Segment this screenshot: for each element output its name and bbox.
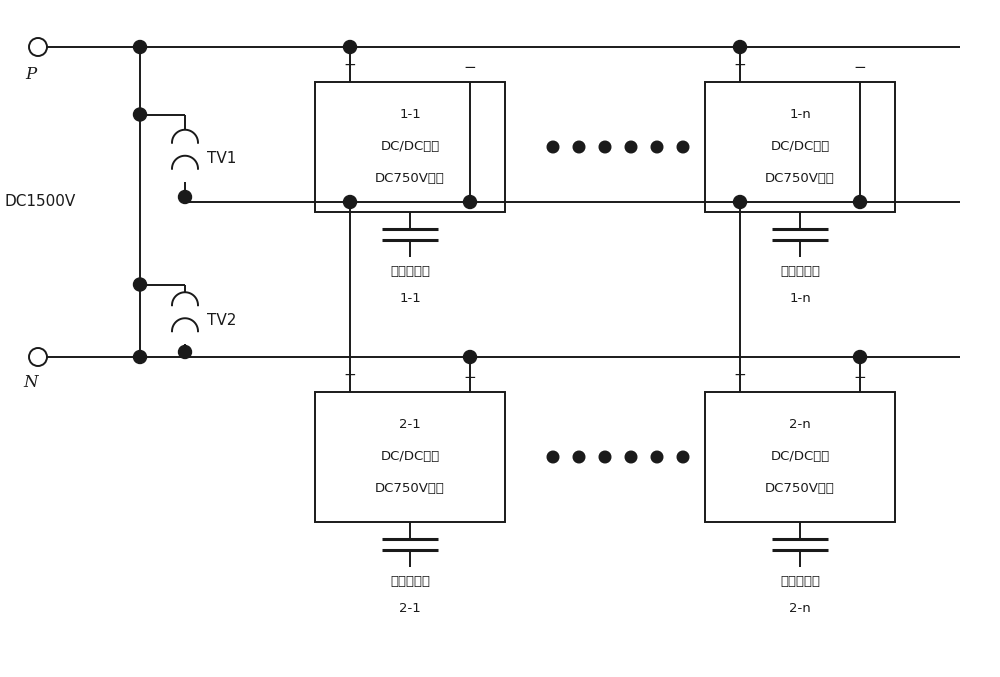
Circle shape bbox=[734, 41, 746, 53]
Circle shape bbox=[573, 141, 585, 153]
Text: P: P bbox=[25, 66, 37, 83]
Text: TV2: TV2 bbox=[207, 313, 236, 328]
Circle shape bbox=[134, 108, 146, 121]
Text: 2-1: 2-1 bbox=[399, 602, 421, 615]
Bar bbox=[315, 82, 505, 212]
Text: DC750V双向: DC750V双向 bbox=[765, 483, 835, 496]
Text: DC750V双向: DC750V双向 bbox=[765, 173, 835, 185]
Circle shape bbox=[854, 196, 866, 209]
Circle shape bbox=[599, 141, 611, 153]
Text: 超级电容组: 超级电容组 bbox=[390, 265, 430, 278]
Text: DC750V双向: DC750V双向 bbox=[375, 173, 445, 185]
Text: 超级电容组: 超级电容组 bbox=[780, 265, 820, 278]
Text: −: − bbox=[854, 370, 866, 385]
Bar bbox=[705, 392, 895, 522]
Circle shape bbox=[464, 351, 477, 364]
Circle shape bbox=[677, 451, 689, 463]
Circle shape bbox=[547, 451, 559, 463]
Text: +: + bbox=[734, 58, 746, 73]
Text: 2-1: 2-1 bbox=[399, 418, 421, 431]
Circle shape bbox=[599, 451, 611, 463]
Text: +: + bbox=[344, 368, 356, 383]
Text: DC/DC模块: DC/DC模块 bbox=[770, 141, 830, 154]
Circle shape bbox=[464, 196, 477, 209]
Text: 超级电容组: 超级电容组 bbox=[780, 575, 820, 588]
Text: DC/DC模块: DC/DC模块 bbox=[380, 141, 440, 154]
Text: −: − bbox=[854, 60, 866, 75]
Text: 1-n: 1-n bbox=[789, 108, 811, 121]
Text: −: − bbox=[464, 60, 476, 75]
Circle shape bbox=[344, 41, 356, 53]
Text: DC/DC模块: DC/DC模块 bbox=[380, 450, 440, 464]
Circle shape bbox=[178, 345, 192, 359]
Circle shape bbox=[134, 351, 146, 364]
Text: DC/DC模块: DC/DC模块 bbox=[770, 450, 830, 464]
Text: DC750V双向: DC750V双向 bbox=[375, 483, 445, 496]
Circle shape bbox=[134, 41, 146, 53]
Circle shape bbox=[29, 348, 47, 366]
Bar bbox=[705, 82, 895, 212]
Circle shape bbox=[625, 141, 637, 153]
Circle shape bbox=[651, 141, 663, 153]
Circle shape bbox=[854, 351, 866, 364]
Circle shape bbox=[547, 141, 559, 153]
Circle shape bbox=[344, 196, 356, 209]
Bar bbox=[315, 392, 505, 522]
Circle shape bbox=[573, 451, 585, 463]
Circle shape bbox=[134, 278, 146, 291]
Text: TV1: TV1 bbox=[207, 151, 236, 166]
Circle shape bbox=[677, 141, 689, 153]
Text: 2-n: 2-n bbox=[789, 602, 811, 615]
Text: 1-1: 1-1 bbox=[399, 108, 421, 121]
Circle shape bbox=[734, 196, 746, 209]
Text: +: + bbox=[734, 368, 746, 383]
Text: 2-n: 2-n bbox=[789, 418, 811, 431]
Text: 1-n: 1-n bbox=[789, 292, 811, 305]
Circle shape bbox=[29, 38, 47, 56]
Text: +: + bbox=[344, 58, 356, 73]
Circle shape bbox=[625, 451, 637, 463]
Text: 超级电容组: 超级电容组 bbox=[390, 575, 430, 588]
Text: N: N bbox=[24, 374, 38, 391]
Text: 1-1: 1-1 bbox=[399, 292, 421, 305]
Circle shape bbox=[651, 451, 663, 463]
Text: −: − bbox=[464, 370, 476, 385]
Circle shape bbox=[178, 190, 192, 204]
Text: DC1500V: DC1500V bbox=[5, 194, 76, 209]
